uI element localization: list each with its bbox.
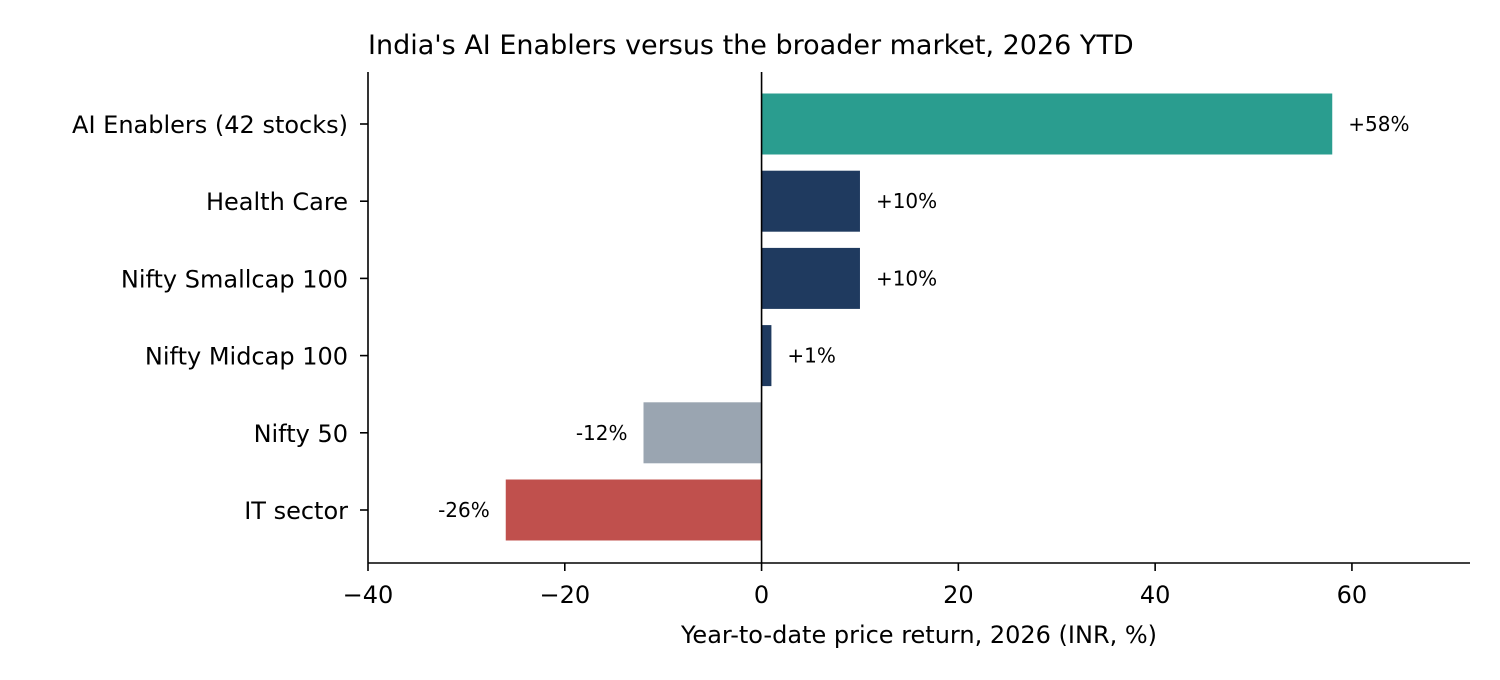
data-label-health-care: +10% (876, 189, 937, 213)
bar-nifty-smallcap-100 (761, 247, 860, 309)
axes-layer (367, 72, 1470, 564)
bar-health-care (761, 170, 860, 232)
x-tick-label: 20 (943, 581, 974, 609)
data-label-it-sector: -26% (438, 498, 490, 522)
x-tick-label: 60 (1337, 581, 1368, 609)
category-label-nifty-smallcap-100: Nifty Smallcap 100 (121, 265, 348, 293)
chart-title: India's AI Enablers versus the broader m… (368, 30, 1134, 61)
category-label-it-sector: IT sector (244, 497, 348, 525)
category-label-ai-enablers-42-stocks: AI Enablers (42 stocks) (72, 111, 348, 139)
x-tick-label: 0 (754, 581, 769, 609)
bar-nifty-midcap-100 (761, 325, 772, 387)
data-label-nifty-smallcap-100: +10% (876, 266, 937, 290)
x-tick-label: −20 (539, 581, 590, 609)
data-label-nifty-midcap-100: +1% (787, 344, 836, 368)
bar-nifty-50 (643, 402, 762, 464)
data-label-nifty-50: -12% (576, 421, 628, 445)
labels-layer: AI Enablers (42 stocks) +58% Health Care +1… (72, 111, 1409, 609)
x-tick-label: 40 (1140, 581, 1171, 609)
ticks-layer (360, 123, 1353, 571)
data-label-ai-enablers-42-stocks: +58% (1348, 112, 1409, 136)
x-tick-label: −40 (343, 581, 394, 609)
category-label-health-care: Health Care (206, 188, 348, 216)
category-label-nifty-50: Nifty 50 (254, 420, 348, 448)
bar-ai-enablers-42-stocks (761, 93, 1333, 155)
bar-it-sector (505, 479, 762, 541)
bars-layer (505, 93, 1333, 541)
category-label-nifty-midcap-100: Nifty Midcap 100 (145, 343, 348, 371)
x-axis-label: Year-to-date price return, 2026 (INR, %) (680, 621, 1157, 649)
